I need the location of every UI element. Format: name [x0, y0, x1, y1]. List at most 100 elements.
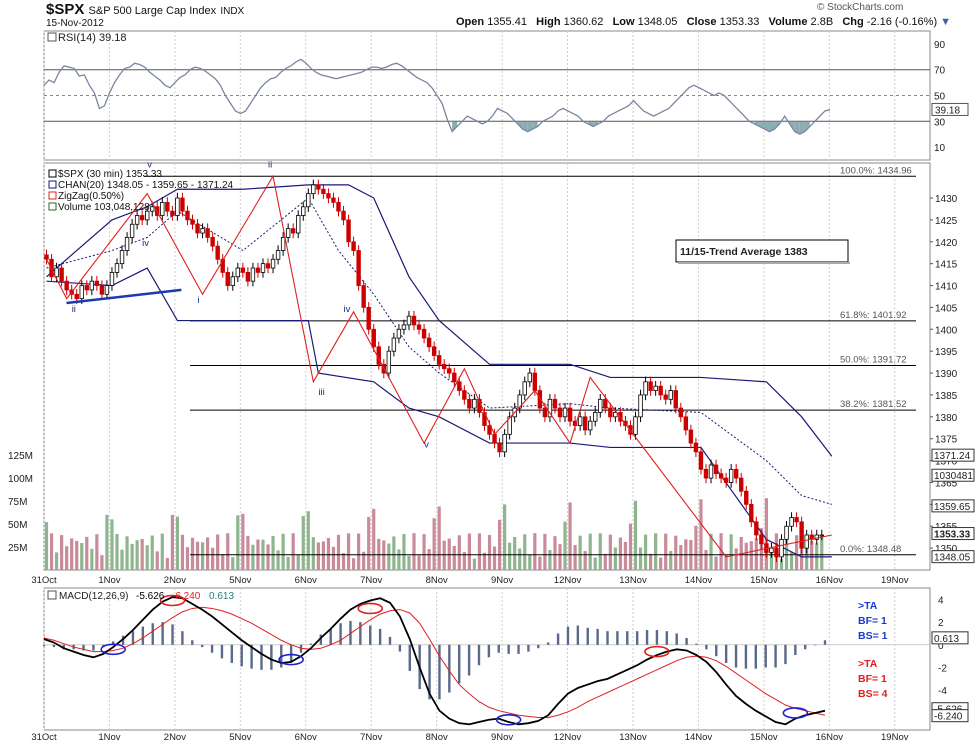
volume-bar [553, 536, 557, 570]
candle-body [114, 263, 120, 273]
histogram-bar [744, 644, 748, 669]
volume-bar [100, 555, 104, 570]
histogram-bar [487, 644, 491, 658]
rsi-line [43, 58, 831, 135]
volume-bar [538, 556, 542, 570]
volume-bar [206, 537, 210, 570]
macd-legend-signal: -6.240 [172, 591, 201, 602]
volume-bar [583, 551, 587, 570]
volume-bar [65, 546, 69, 570]
candle-body [175, 197, 180, 216]
histogram-bar [586, 627, 589, 645]
histogram-bar [339, 623, 342, 645]
histogram-bar [467, 644, 471, 676]
histogram-bar [171, 624, 174, 645]
panel-price-frame [43, 162, 931, 571]
x-tick-label: 12Nov [554, 575, 582, 586]
side-note: BS= 4 [858, 688, 888, 700]
volume-tick-label: 50M [8, 520, 27, 531]
volume-bar [226, 533, 230, 570]
x-tick-label: 2Nov [164, 575, 186, 586]
macd-legend-icon [47, 590, 57, 600]
volume-bar [457, 535, 461, 570]
low-value: 1348.05 [637, 16, 678, 28]
volume-bar [276, 550, 280, 570]
candle-body [703, 468, 709, 479]
candle-body [769, 547, 774, 553]
chg-value: -2.16 (-0.16%) [866, 16, 938, 28]
x-tick-label: 9Nov [491, 575, 513, 586]
volume-bar [372, 508, 376, 570]
price-value-box [931, 527, 975, 541]
volume-value-label: 1030481 [934, 471, 973, 482]
price-tick-label: 1415 [935, 260, 958, 271]
candle-body [44, 254, 49, 260]
price-legend-icon [48, 169, 57, 178]
candle-body [195, 223, 200, 234]
rsi-oversold-fill [794, 121, 800, 135]
histogram-bar [289, 644, 293, 662]
wave-label: iii [318, 387, 324, 398]
volume-bar [427, 549, 431, 570]
candle-body [341, 210, 346, 221]
histogram-bar [784, 644, 787, 665]
histogram-bar [52, 644, 56, 648]
x-tick-label: 16Nov [816, 575, 844, 586]
dropdown-arrow-icon[interactable]: ▼ [940, 16, 952, 28]
price-legend-icon [48, 191, 57, 200]
side-note: BF= 1 [858, 615, 887, 627]
price-tick-label: 1390 [935, 369, 958, 380]
macd-tick-label: -4 [938, 686, 947, 697]
volume-bar [54, 552, 59, 570]
candle-body [603, 398, 608, 409]
candle-body [587, 420, 593, 431]
volume-bar [477, 533, 482, 570]
x-tick-label: 31Oct [31, 575, 57, 586]
volume-bar [497, 519, 502, 570]
volume-bar [729, 534, 733, 570]
histogram-bar [359, 622, 362, 645]
volume-bar [513, 537, 517, 570]
x-tick-label-bottom: 9Nov [491, 732, 513, 743]
candle-body [139, 215, 145, 221]
histogram-bar [774, 644, 777, 668]
volume-value-box [931, 468, 975, 482]
rsi-oversold-fill [452, 121, 458, 132]
volume-tick-label: 25M [8, 543, 27, 554]
fib-label: 50.0%: 1391.72 [840, 355, 907, 366]
candle-body [613, 412, 618, 418]
histogram-bar [378, 628, 382, 645]
volume-bar [397, 549, 401, 570]
wave-label: ii [72, 304, 76, 315]
volume-bar [160, 533, 164, 570]
candle-body [598, 398, 603, 413]
volume-bar [145, 545, 149, 570]
candle-body [693, 442, 699, 453]
volume-bar [130, 543, 134, 570]
volume-tick-label: 75M [8, 497, 27, 508]
fib-label: 38.2%: 1381.52 [840, 399, 907, 410]
candle-body [507, 416, 512, 435]
histogram-bar [566, 626, 570, 645]
volume-bar [714, 556, 718, 570]
candle-body [406, 315, 412, 326]
volume-bar [246, 535, 250, 570]
candle-body [64, 280, 69, 291]
histogram-bar [181, 631, 184, 645]
symbol: $SPX [46, 1, 85, 18]
price-tick-label: 1375 [935, 435, 958, 446]
histogram-bar [299, 644, 303, 653]
histogram-bar [112, 641, 115, 645]
price-value-label: 1353.33 [934, 530, 971, 541]
volume-bar [165, 557, 169, 570]
volume-bar [422, 534, 426, 570]
volume-bar [769, 552, 774, 570]
candle-body [371, 328, 376, 348]
volume-bar [704, 550, 708, 570]
volume-bar [528, 554, 532, 570]
histogram-bar [131, 631, 135, 645]
brand-logo: © StockCharts.com [817, 2, 904, 13]
volume-bar [412, 533, 416, 570]
histogram-bar [161, 622, 164, 645]
volume-bar [472, 558, 477, 570]
